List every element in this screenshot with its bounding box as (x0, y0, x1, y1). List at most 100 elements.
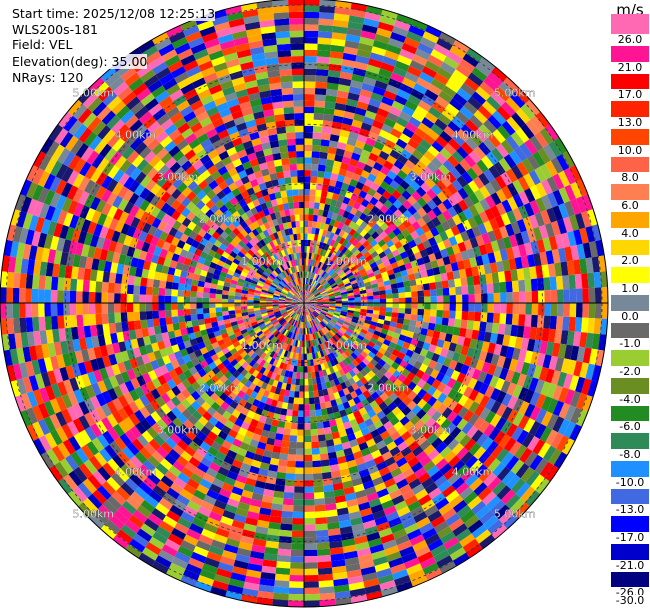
velocity-cell (439, 364, 449, 375)
velocity-cell (332, 240, 339, 249)
velocity-cell (357, 320, 365, 326)
velocity-cell (313, 310, 320, 315)
velocity-cell (402, 386, 413, 397)
velocity-cell (288, 371, 294, 379)
velocity-cell (465, 119, 479, 133)
velocity-cell (308, 271, 311, 279)
velocity-cell (406, 224, 416, 234)
velocity-cell (354, 356, 363, 365)
velocity-cell (411, 291, 418, 298)
velocity-cell (535, 478, 550, 495)
velocity-cell (374, 235, 383, 244)
velocity-cell (309, 353, 313, 360)
velocity-cell (460, 277, 468, 287)
velocity-cell (316, 383, 323, 391)
velocity-cell (12, 303, 20, 319)
velocity-cell (518, 279, 526, 292)
velocity-cell (367, 409, 377, 419)
velocity-cell (392, 569, 409, 581)
velocity-cell (516, 325, 525, 338)
velocity-cell (480, 312, 488, 323)
velocity-cell (365, 5, 383, 16)
velocity-cell (388, 392, 398, 402)
velocity-cell (369, 324, 377, 331)
velocity-cell (139, 311, 147, 321)
velocity-cell (461, 311, 469, 321)
velocity-cell (464, 438, 477, 452)
velocity-cell (417, 122, 431, 134)
velocity-cell (344, 379, 352, 388)
velocity-cell (426, 128, 440, 141)
velocity-cell (385, 293, 393, 299)
velocity-cell (538, 224, 549, 240)
velocity-cell (535, 111, 550, 128)
velocity-cell (435, 316, 443, 325)
velocity-cell (441, 317, 449, 326)
velocity-cell (300, 315, 302, 322)
velocity-cell (234, 299, 241, 303)
velocity-cell (338, 244, 345, 252)
velocity-cell (458, 268, 467, 279)
velocity-cell (366, 309, 374, 314)
velocity-cell (327, 224, 334, 232)
velocity-cell (283, 492, 295, 500)
velocity-cell (325, 197, 332, 206)
velocity-cell (152, 303, 159, 311)
velocity-cell (383, 199, 393, 209)
velocity-cell (345, 170, 354, 179)
velocity-cell (308, 340, 311, 348)
velocity-cell (353, 167, 364, 176)
velocity-cell (314, 247, 319, 255)
velocity-cell (304, 473, 314, 481)
velocity-cell (209, 288, 217, 294)
velocity-cell (351, 73, 365, 83)
velocity-cell (321, 263, 327, 271)
velocity-cell (534, 423, 547, 440)
velocity-cell (390, 316, 398, 323)
velocity-cell (351, 282, 359, 288)
velocity-cell (417, 398, 427, 409)
velocity-cell (469, 257, 478, 268)
velocity-cell (359, 88, 373, 99)
velocity-cell (304, 144, 313, 152)
velocity-cell (373, 254, 381, 262)
velocity-cell (469, 237, 479, 249)
velocity-cell (493, 303, 501, 314)
velocity-cell (383, 505, 397, 516)
velocity-cell (527, 436, 540, 452)
velocity-cell (326, 387, 334, 395)
velocity-cell (313, 339, 318, 346)
velocity-cell (423, 133, 436, 146)
velocity-cell (402, 256, 411, 265)
velocity-cell (443, 536, 460, 550)
velocity-cell (475, 359, 485, 372)
velocity-cell (454, 163, 467, 176)
velocity-cell (304, 100, 315, 107)
velocity-cell (575, 213, 586, 230)
velocity-cell (379, 180, 390, 191)
velocity-cell (76, 279, 84, 292)
velocity-cell (314, 403, 321, 411)
velocity-cell (388, 374, 398, 384)
velocity-cell (532, 226, 543, 241)
velocity-cell (467, 377, 478, 390)
velocity-cell (367, 131, 379, 141)
velocity-cell (407, 500, 422, 512)
velocity-cell (299, 340, 302, 348)
velocity-cell (411, 308, 418, 315)
velocity-cell (382, 235, 392, 244)
velocity-cell (335, 322, 343, 328)
velocity-cell (304, 575, 319, 582)
velocity-cell (304, 106, 315, 114)
velocity-cell (317, 389, 324, 397)
velocity-cell (484, 182, 496, 196)
velocity-cell (335, 349, 342, 357)
velocity-cell (356, 134, 368, 144)
velocity-cell (306, 328, 309, 335)
velocity-cell (460, 345, 470, 356)
velocity-cell (466, 248, 476, 259)
velocity-cell (383, 259, 391, 267)
velocity-cell (581, 378, 592, 395)
velocity-cell (345, 364, 353, 373)
velocity-cell (344, 241, 352, 249)
